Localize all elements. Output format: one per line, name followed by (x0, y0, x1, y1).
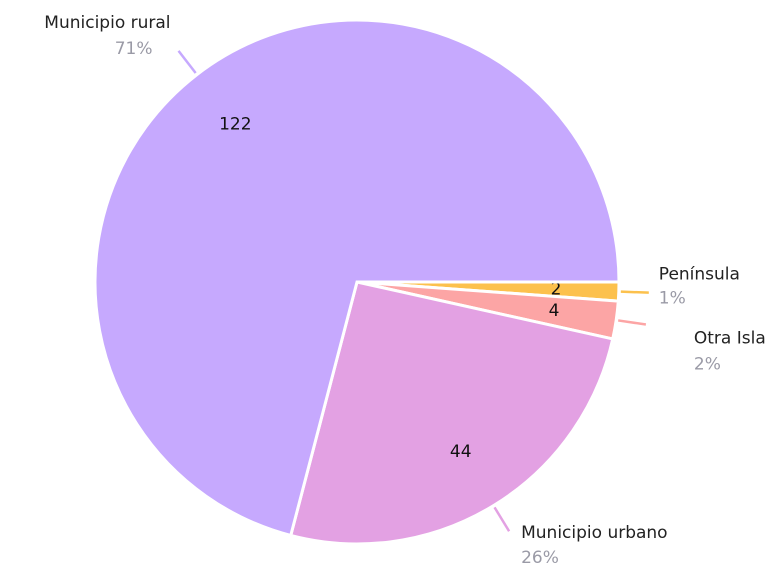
slice-name: Otra Isla (694, 329, 766, 349)
slice-count: 122 (219, 114, 251, 134)
leader-line (618, 319, 647, 326)
slice-count: 4 (549, 301, 560, 321)
slice-percent: 26% (521, 548, 559, 566)
pie-slice (93, 18, 621, 538)
slice-name: Península (659, 265, 740, 285)
slice-name: Municipio urbano (521, 523, 667, 543)
slice-name: Municipio rural (44, 13, 170, 33)
leader-line (493, 506, 511, 532)
slice-percent: 2% (694, 355, 721, 375)
slice-count: 44 (450, 442, 472, 462)
leader-line (620, 290, 649, 294)
slice-count: 2 (551, 279, 562, 299)
slice-percent: 71% (115, 39, 153, 59)
leader-line (177, 50, 197, 74)
pie-slice (288, 280, 615, 546)
slice-percent: 1% (659, 289, 686, 309)
